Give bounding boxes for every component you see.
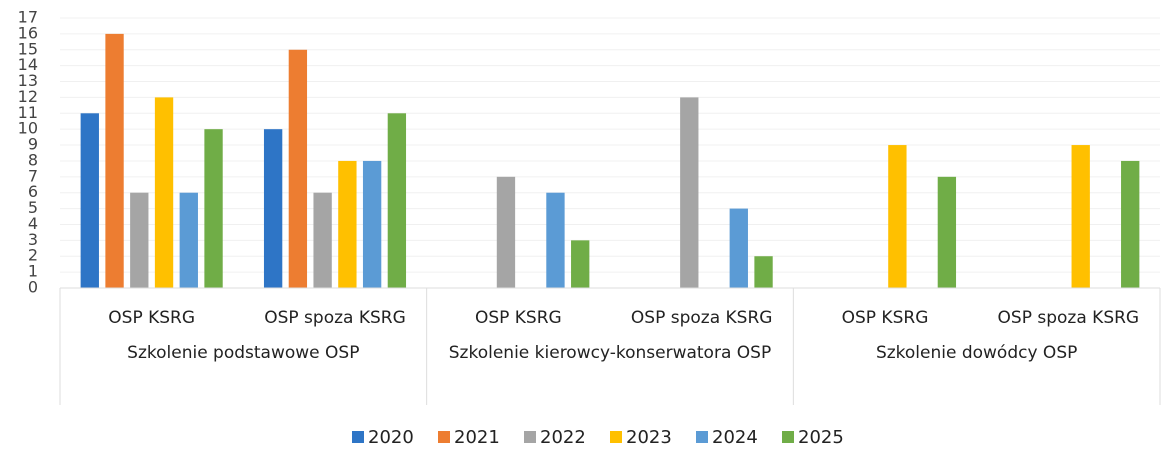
bar [754,256,773,288]
bar [387,113,407,288]
legend-swatch [352,431,364,443]
group-label: Szkolenie kierowcy-konserwatora OSP [448,343,772,363]
x-tick-label: OSP spoza KSRG [264,308,406,328]
y-tick-label: 9 [28,135,38,154]
y-tick-label: 10 [18,119,38,138]
bar [204,129,223,288]
legend-label: 2021 [454,427,500,448]
y-tick-label: 0 [28,278,38,297]
bar [263,129,283,288]
bar [338,160,357,288]
legend-label: 2024 [712,427,758,448]
y-tick-label: 6 [28,182,38,201]
y-tick-label: 2 [28,246,38,265]
y-tick-label: 11 [18,103,38,122]
y-tick-label: 13 [18,71,38,90]
y-tick-label: 12 [18,87,38,106]
y-tick-label: 15 [18,39,38,58]
bar [179,192,198,288]
legend-label: 2023 [626,427,672,448]
bar [937,176,957,288]
bar [288,49,308,288]
bar [313,192,332,288]
x-tick-label: OSP spoza KSRG [998,308,1140,328]
group-label-box: Szkolenie podstawowe OSP [127,343,360,363]
bar [105,33,124,288]
x-tick-label: OSP spoza KSRG [631,308,773,328]
group-label: Szkolenie podstawowe OSP [127,343,360,363]
x-tick-label: OSP KSRG [475,308,562,328]
bar [888,145,907,288]
y-tick-label: 3 [28,230,38,249]
y-tick-label: 17 [18,8,38,27]
y-tick-label: 1 [28,262,38,281]
y-tick-label: 16 [18,23,38,42]
legend-label: 2025 [798,427,844,448]
legend-swatch [696,431,708,443]
bar [1121,160,1140,288]
y-tick-label: 8 [28,150,38,169]
bar [154,97,174,288]
x-tick-label: OSP KSRG [108,308,195,328]
y-tick-label: 14 [18,55,38,74]
legend-swatch [524,431,536,443]
legend-label: 2022 [540,427,586,448]
legend-label: 2020 [368,427,414,448]
y-tick-label: 5 [28,198,38,217]
group-label: Szkolenie dowódcy OSP [875,343,1078,363]
legend-swatch [610,431,622,443]
bar [1071,145,1090,288]
bar [362,160,382,288]
legend-swatch [782,431,794,443]
group-label-box: Szkolenie dowódcy OSP [875,343,1078,363]
bar [130,192,149,288]
bar [80,113,99,288]
y-tick-label: 7 [28,166,38,185]
legend-swatch [438,431,450,443]
bar [496,176,516,288]
bar [680,97,699,288]
bar [571,240,590,288]
group-label-box: Szkolenie kierowcy-konserwatora OSP [448,343,772,363]
bar [729,208,748,288]
y-tick-label: 4 [28,214,38,233]
bar [546,192,565,288]
x-tick-label: OSP KSRG [842,308,929,328]
